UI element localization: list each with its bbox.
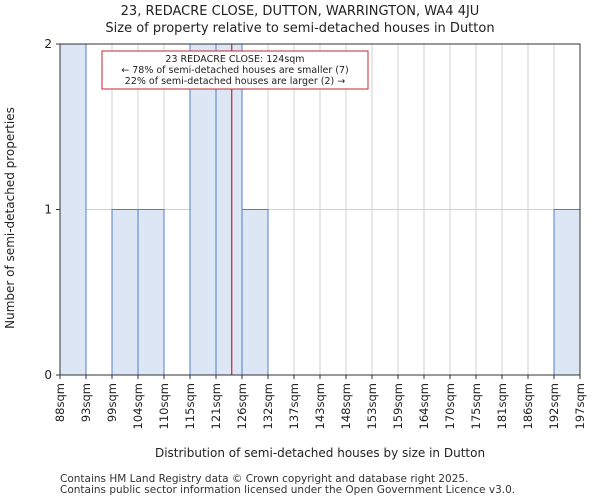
annotation-line: 22% of semi-detached houses are larger (… xyxy=(125,76,345,87)
annotation-line: ← 78% of semi-detached houses are smalle… xyxy=(121,65,349,76)
x-tick-label: 159sqm xyxy=(391,383,405,429)
histogram-bar xyxy=(215,43,243,376)
x-tick-label: 186sqm xyxy=(521,383,535,429)
x-tick-label: 181sqm xyxy=(495,383,509,429)
chart-title: 23, REDACRE CLOSE, DUTTON, WARRINGTON, W… xyxy=(120,4,480,19)
x-tick-label: 93sqm xyxy=(79,383,93,422)
x-tick-label: 197sqm xyxy=(573,383,587,429)
x-tick-label: 104sqm xyxy=(131,383,145,429)
y-axis-label: Number of semi-detached properties xyxy=(3,107,17,329)
histogram-bar xyxy=(189,43,217,376)
chart-subtitle: Size of property relative to semi-detach… xyxy=(105,21,495,36)
x-tick-label: 115sqm xyxy=(183,383,197,429)
x-tick-label: 170sqm xyxy=(443,383,457,429)
x-tick-label: 99sqm xyxy=(105,383,119,422)
x-tick-label: 175sqm xyxy=(469,383,483,429)
footer-line-1: Contains HM Land Registry data © Crown c… xyxy=(60,473,469,485)
histogram-bar xyxy=(137,209,165,376)
histogram-bar xyxy=(241,209,269,376)
y-tick-label: 0 xyxy=(44,368,52,382)
y-tick-label: 1 xyxy=(44,203,52,217)
y-tick-label: 2 xyxy=(44,37,52,51)
histogram-bar xyxy=(553,209,581,376)
histogram-bar xyxy=(111,209,139,376)
x-tick-label: 121sqm xyxy=(209,383,223,429)
x-tick-label: 137sqm xyxy=(287,383,301,429)
histogram-bar xyxy=(59,43,87,376)
x-tick-label: 132sqm xyxy=(261,383,275,429)
x-tick-label: 110sqm xyxy=(157,383,171,429)
bars-layer xyxy=(59,43,581,376)
x-tick-label: 148sqm xyxy=(339,383,353,429)
axes-layer: 0 1 2 88sqm 93sqm 99sqm 104sqm 110sqm 115sqm 121s… xyxy=(44,37,587,429)
annotation-line: 23 REDACRE CLOSE: 124sqm xyxy=(165,54,304,65)
x-tick-label: 143sqm xyxy=(313,383,327,429)
x-tick-label: 88sqm xyxy=(53,383,67,422)
x-tick-label: 126sqm xyxy=(235,383,249,429)
annotation-layer: 23 REDACRE CLOSE: 124sqm← 78% of semi-de… xyxy=(101,50,369,90)
footer-line-2: Contains public sector information licen… xyxy=(60,484,516,496)
annotation-box xyxy=(101,50,369,90)
x-tick-label: 192sqm xyxy=(547,383,561,429)
x-axis-label: Distribution of semi-detached houses by … xyxy=(155,446,485,460)
x-tick-label: 153sqm xyxy=(365,383,379,429)
x-tick-label: 164sqm xyxy=(417,383,431,429)
